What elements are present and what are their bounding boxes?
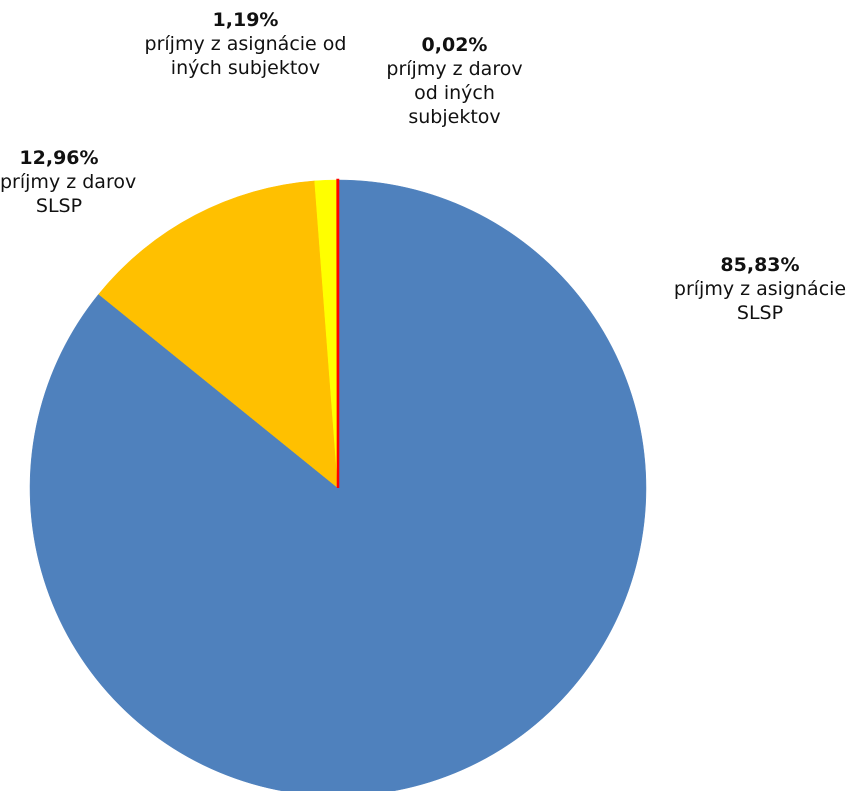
slice-label-line: iných subjektov	[170, 57, 321, 79]
slice-label-line: subjektov	[408, 106, 501, 128]
slice-label-line: príjmy z darov	[0, 171, 137, 193]
slice-label-asignacia-slsp: 85,83% príjmy z asignácie SLSP	[655, 253, 865, 325]
slice-label-line: príjmy z asignácie od	[144, 33, 347, 55]
slice-percent: 12,96%	[19, 147, 99, 169]
slice-label-line: SLSP	[736, 302, 784, 324]
slice-percent: 0,02%	[421, 34, 488, 56]
slice-dary-slsp	[98, 180, 339, 489]
pie-slices	[29, 178, 647, 791]
slice-label-asignacia-ine: 1,19% príjmy z asignácie od iných subjek…	[128, 8, 363, 80]
slice-label-line: príjmy z asignácie	[673, 278, 847, 300]
slice-percent: 85,83%	[720, 254, 800, 276]
slice-label-line: od iných	[414, 82, 495, 104]
slice-percent: 1,19%	[212, 9, 279, 31]
slice-label-line: príjmy z darov	[386, 58, 523, 80]
slice-label-dary-ine: 0,02% príjmy z darov od iných subjektov	[372, 33, 537, 129]
slice-label-line: SLSP	[35, 195, 83, 217]
slice-label-dary-slsp: 12,96% príjmy z darov SLSP	[0, 146, 137, 218]
